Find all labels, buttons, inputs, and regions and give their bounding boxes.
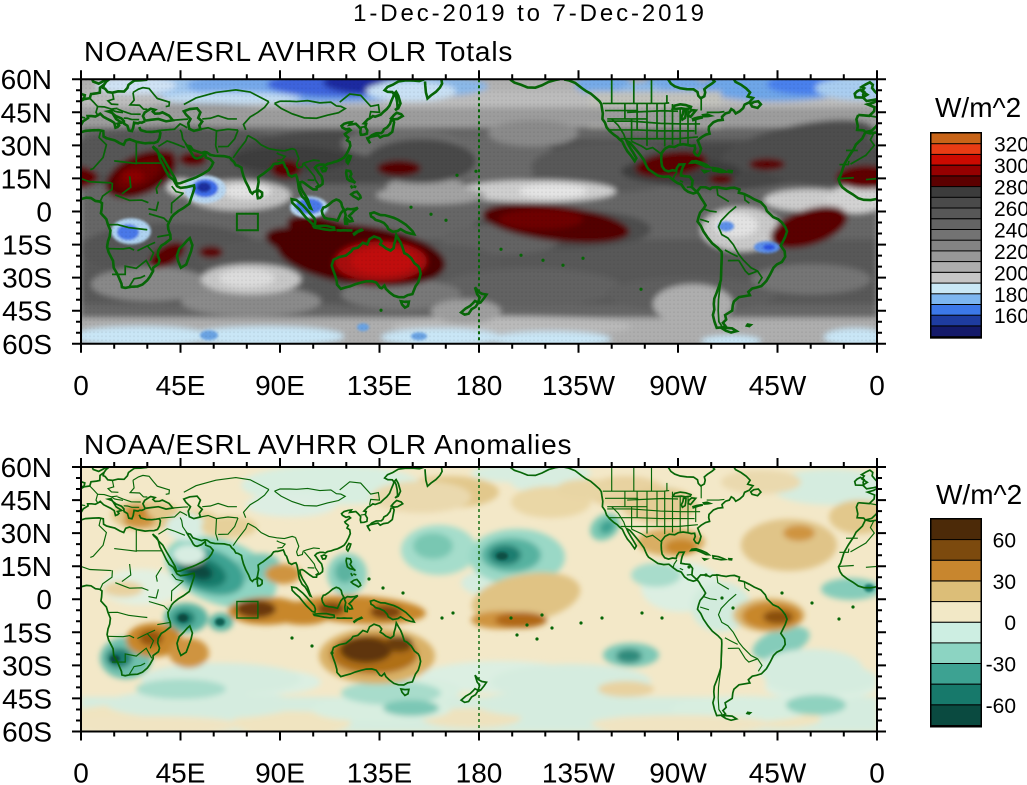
- svg-text:60N: 60N: [1, 64, 52, 95]
- svg-text:0: 0: [869, 758, 885, 785]
- svg-text:135E: 135E: [347, 370, 412, 401]
- svg-text:180: 180: [456, 758, 503, 785]
- svg-text:0: 0: [869, 370, 885, 401]
- svg-text:180: 180: [456, 370, 503, 401]
- svg-text:W/m^2: W/m^2: [936, 479, 1022, 510]
- svg-text:45S: 45S: [2, 683, 52, 714]
- svg-text:30: 30: [993, 571, 1016, 594]
- svg-text:0: 0: [73, 370, 89, 401]
- svg-text:45E: 45E: [156, 758, 206, 785]
- svg-text:90E: 90E: [255, 758, 305, 785]
- svg-text:60S: 60S: [2, 717, 52, 748]
- svg-text:135W: 135W: [542, 370, 616, 401]
- svg-text:30N: 30N: [1, 518, 52, 549]
- svg-text:60N: 60N: [1, 452, 52, 483]
- svg-text:135W: 135W: [542, 758, 616, 785]
- svg-text:180: 180: [994, 284, 1027, 307]
- svg-text:15N: 15N: [1, 551, 52, 582]
- svg-text:90W: 90W: [649, 370, 707, 401]
- svg-text:15S: 15S: [2, 617, 52, 648]
- svg-text:45N: 45N: [1, 485, 52, 516]
- svg-text:45N: 45N: [1, 97, 52, 128]
- svg-text:280: 280: [994, 177, 1027, 200]
- svg-text:15S: 15S: [2, 230, 52, 261]
- svg-text:45S: 45S: [2, 296, 52, 327]
- svg-text:0: 0: [36, 584, 52, 615]
- svg-text:15N: 15N: [1, 163, 52, 194]
- svg-text:45W: 45W: [749, 370, 807, 401]
- svg-text:60: 60: [993, 530, 1016, 553]
- svg-text:135E: 135E: [347, 758, 412, 785]
- svg-text:60S: 60S: [2, 329, 52, 360]
- svg-text:-30: -30: [986, 654, 1016, 677]
- svg-text:1-Dec-2019 to 7-Dec-2019: 1-Dec-2019 to 7-Dec-2019: [353, 0, 707, 27]
- svg-text:45E: 45E: [156, 370, 206, 401]
- svg-text:90W: 90W: [649, 758, 707, 785]
- svg-text:45W: 45W: [749, 758, 807, 785]
- svg-text:30N: 30N: [1, 130, 52, 161]
- svg-text:220: 220: [994, 241, 1027, 264]
- svg-text:0: 0: [1004, 612, 1016, 635]
- svg-text:200: 200: [994, 262, 1027, 285]
- svg-text:30S: 30S: [2, 650, 52, 681]
- svg-text:240: 240: [994, 220, 1027, 243]
- svg-text:-60: -60: [986, 695, 1016, 718]
- svg-text:320: 320: [994, 134, 1027, 157]
- svg-text:90E: 90E: [255, 370, 305, 401]
- svg-text:30S: 30S: [2, 263, 52, 294]
- svg-text:0: 0: [73, 758, 89, 785]
- svg-text:300: 300: [994, 155, 1027, 178]
- svg-text:0: 0: [36, 197, 52, 228]
- svg-text:W/m^2: W/m^2: [935, 92, 1021, 123]
- svg-text:NOAA/ESRL AVHRR OLR Anomalies: NOAA/ESRL AVHRR OLR Anomalies: [84, 429, 572, 460]
- svg-text:160: 160: [994, 305, 1027, 328]
- svg-text:260: 260: [994, 198, 1027, 221]
- svg-text:NOAA/ESRL AVHRR OLR Totals: NOAA/ESRL AVHRR OLR Totals: [84, 36, 513, 67]
